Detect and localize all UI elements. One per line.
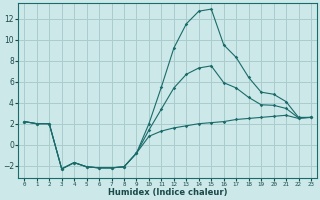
X-axis label: Humidex (Indice chaleur): Humidex (Indice chaleur): [108, 188, 228, 197]
